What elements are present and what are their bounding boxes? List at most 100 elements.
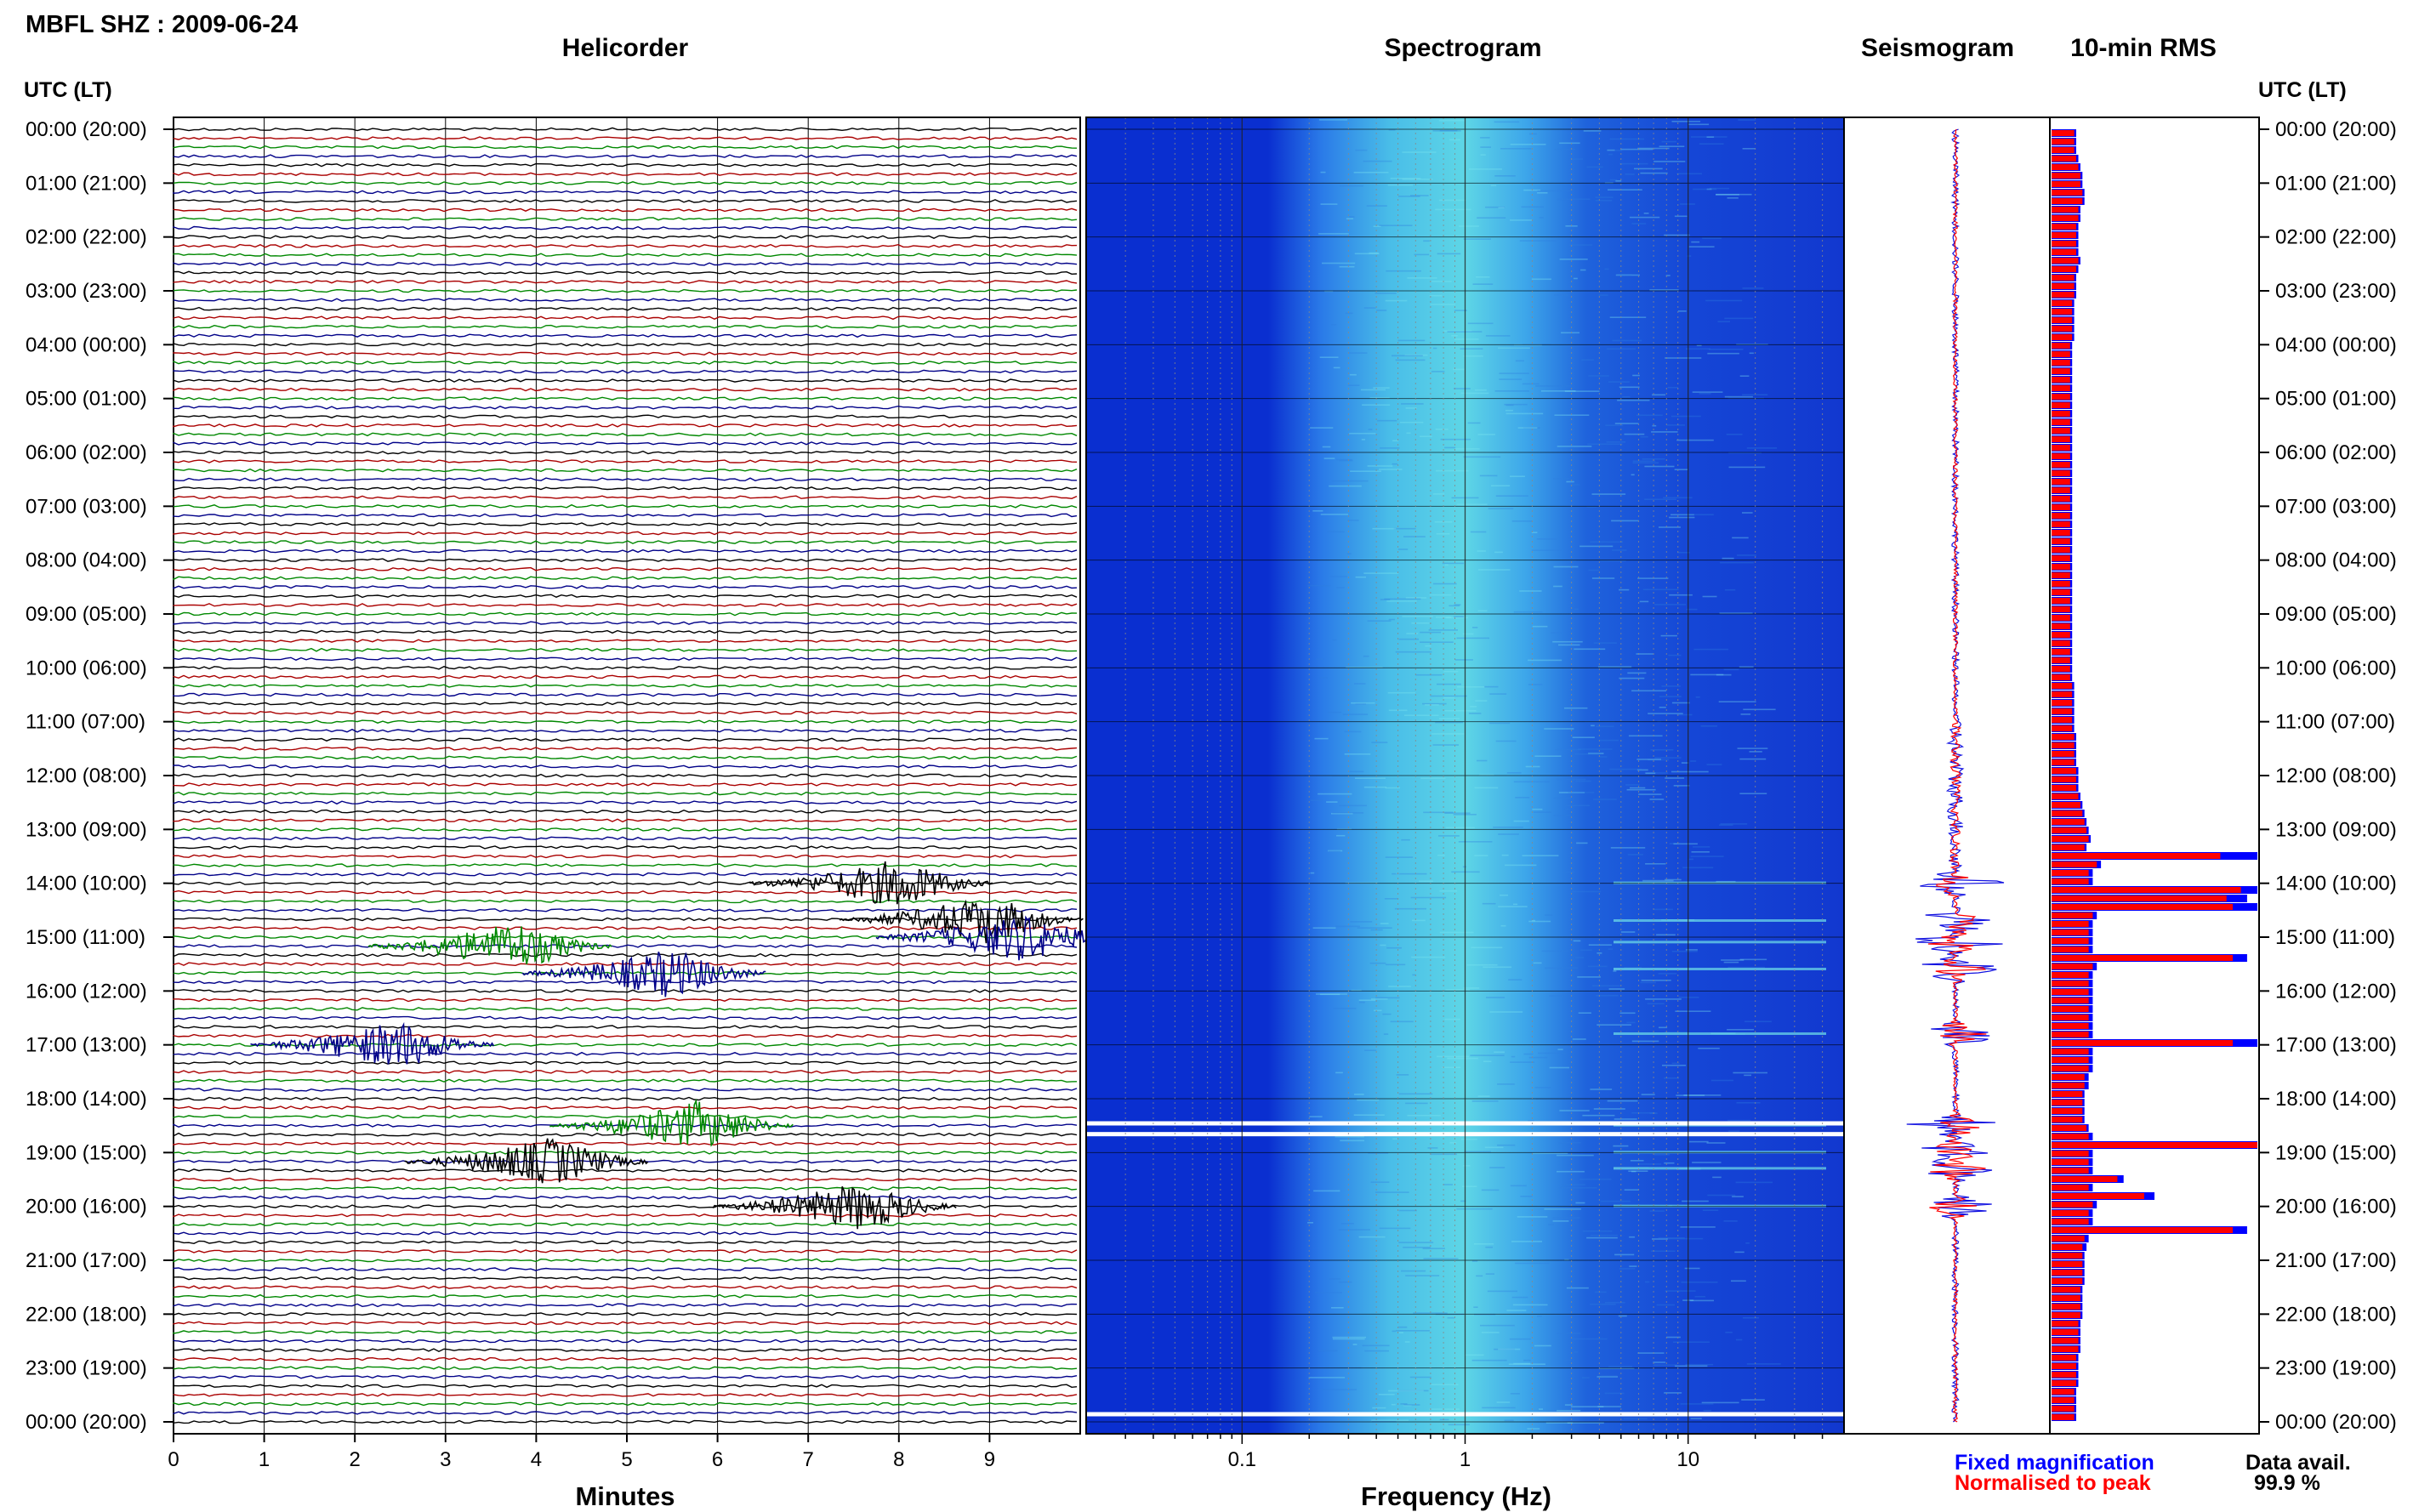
- spectrogram-texture: [1579, 1178, 1612, 1180]
- spectrogram-texture: [1344, 753, 1371, 755]
- spectrogram-texture: [1432, 347, 1437, 350]
- rms-bar-normalised: [2052, 1032, 2089, 1037]
- spectrogram-texture: [1399, 421, 1424, 423]
- spectrogram-panel: 0.1 1 10: [1085, 117, 1845, 1471]
- rms-bar-normalised: [2052, 1321, 2079, 1327]
- spectrogram-texture: [1420, 435, 1432, 437]
- rms-bar-normalised: [2052, 530, 2070, 536]
- helicorder-trace: [173, 800, 1078, 805]
- spectrogram-texture: [1327, 711, 1341, 713]
- spectrogram-texture: [1663, 497, 1693, 499]
- spectrogram-texture: [1651, 431, 1678, 433]
- rms-bar-normalised: [2052, 462, 2070, 468]
- helicorder-trace: [173, 235, 1078, 240]
- spectrogram-texture: [1619, 1012, 1636, 1015]
- spectrogram-texture: [1531, 278, 1551, 281]
- spectrogram-texture: [1331, 324, 1337, 326]
- spectrogram-texture: [1634, 168, 1663, 170]
- rms-bar-normalised: [2052, 691, 2073, 697]
- helicorder-trace: [173, 710, 1078, 715]
- spectrogram-texture: [1562, 871, 1574, 873]
- spectrogram-texture: [1360, 389, 1386, 391]
- spectrogram-texture: [1596, 725, 1614, 728]
- helicorder-trace: [173, 1401, 1078, 1407]
- spectrogram-texture: [1687, 255, 1692, 257]
- spectrogram-texture: [1372, 527, 1397, 530]
- spectrogram-texture: [1699, 143, 1724, 145]
- spectrogram-texture: [1671, 514, 1694, 516]
- spectrogram-texture: [1429, 294, 1443, 297]
- rms-bar-normalised: [2052, 887, 2241, 893]
- spectrogram-texture: [1385, 787, 1401, 789]
- spectrogram-texture: [1572, 736, 1595, 738]
- rms-bar-normalised: [2052, 649, 2070, 655]
- spectrogram-texture: [1740, 713, 1751, 715]
- spectrogram-texture: [1349, 432, 1376, 435]
- rms-bar-normalised: [2052, 487, 2070, 493]
- spectrogram-texture: [1488, 508, 1514, 509]
- spectrogram-texture: [1454, 616, 1464, 617]
- spectrogram-texture: [1619, 386, 1640, 389]
- spectrogram-texture: [1614, 423, 1639, 424]
- helicorder-trace: [173, 1141, 1078, 1146]
- helicorder-trace: [173, 576, 1078, 581]
- spectrogram-texture: [1727, 966, 1765, 969]
- spectrogram-texture: [1638, 793, 1662, 795]
- spectrogram-texture: [1449, 139, 1460, 141]
- spectrogram-texture: [1431, 371, 1445, 372]
- spectrogram-texture: [1625, 173, 1635, 175]
- spectrogram-texture: [1332, 1338, 1365, 1340]
- rms-bar-normalised: [2052, 394, 2070, 400]
- spectrogram-texture: [1484, 685, 1499, 688]
- spectrogram-texture: [1553, 478, 1570, 480]
- rms-bar-normalised: [2052, 1287, 2080, 1293]
- helicorder-trace: [173, 611, 1078, 617]
- helicorder-event: [521, 952, 766, 998]
- spectrogram-texture: [1385, 856, 1414, 858]
- spectrogram-texture: [1737, 747, 1768, 749]
- spectrogram-texture: [1552, 1217, 1580, 1219]
- spectrogram-texture: [1642, 879, 1674, 882]
- helicorder-trace: [173, 1411, 1078, 1415]
- spectrogram-texture: [1577, 976, 1601, 978]
- spectrogram-texture: [1639, 600, 1649, 603]
- helicorder-trace: [173, 540, 1078, 544]
- spectrogram-texture: [1494, 390, 1529, 392]
- helicorder-trace: [173, 755, 1078, 760]
- spectrogram-texture: [1627, 672, 1647, 674]
- spectrogram-texture: [1607, 1100, 1638, 1102]
- spectrogram-texture: [1318, 793, 1352, 795]
- spectrogram-texture: [1643, 213, 1649, 214]
- spectrogram-texture: [1398, 638, 1419, 640]
- rms-bar-normalised: [2052, 147, 2075, 153]
- helicorder-trace: [173, 1419, 1077, 1424]
- helicorder-xlabel: Minutes: [575, 1481, 674, 1511]
- right-time-label: 13:00 (09:00): [2275, 818, 2397, 841]
- spectrogram-texture: [1501, 854, 1509, 856]
- spectrogram-texture: [1532, 1152, 1568, 1154]
- spectrogram-texture: [1331, 812, 1353, 815]
- rms-bar-normalised: [2052, 1219, 2089, 1225]
- spectrogram-texture: [1444, 446, 1456, 449]
- rms-bar-normalised: [2052, 1338, 2079, 1344]
- spectrogram-texture: [1346, 553, 1352, 554]
- spectrogram-texture: [1392, 1138, 1398, 1140]
- spectrogram-texture: [1588, 944, 1612, 946]
- spectrogram-texture: [1701, 1401, 1739, 1404]
- spectrogram-texture: [1511, 1296, 1528, 1299]
- spectrogram-texture: [1510, 475, 1525, 477]
- spectrogram-texture: [1545, 967, 1579, 969]
- spectrogram-texture: [1498, 833, 1519, 835]
- spectrogram-texture: [1375, 1191, 1409, 1193]
- spectrogram-texture: [1468, 168, 1502, 170]
- spectrogram-texture: [1681, 1282, 1718, 1283]
- spectrogram-texture: [1396, 1074, 1409, 1076]
- rms-bar-normalised: [2052, 1236, 2085, 1242]
- spectrogram-texture: [1732, 1196, 1744, 1197]
- spectrogram-texture: [1685, 348, 1710, 350]
- spectrogram-texture: [1665, 357, 1702, 359]
- spectrogram-texture: [1624, 967, 1642, 969]
- spectrogram-texture: [1397, 1390, 1429, 1392]
- helicorder-trace: [173, 980, 1078, 985]
- rms-bar-normalised: [2052, 581, 2070, 587]
